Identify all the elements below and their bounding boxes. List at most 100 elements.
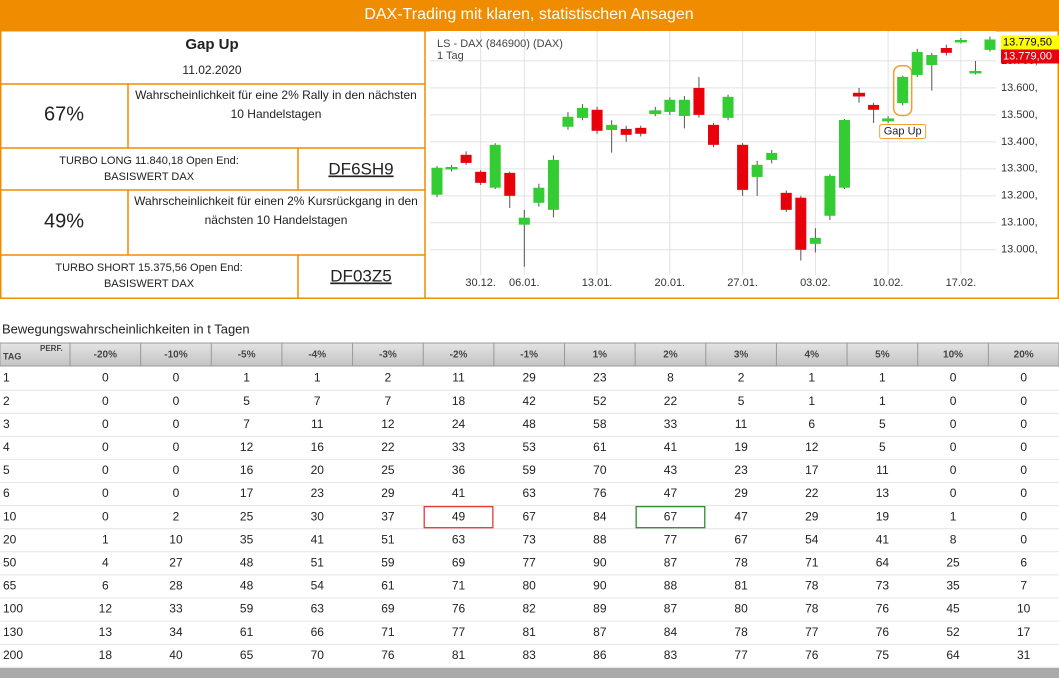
cell: 5 — [243, 394, 250, 408]
cell: 11 — [876, 463, 889, 477]
cell: 1 — [243, 371, 250, 385]
cell: 5 — [879, 417, 886, 431]
cell-highlight — [635, 505, 706, 529]
cell: 0 — [1020, 394, 1027, 408]
cell: 7 — [1020, 579, 1027, 593]
cell: 71 — [805, 556, 819, 570]
candle-body — [824, 175, 836, 216]
cell: 8 — [950, 532, 957, 546]
cell: 13 — [99, 625, 113, 639]
cell: 67 — [664, 509, 678, 523]
cell: 69 — [452, 556, 466, 570]
chart: 13.000, 13.100, 13.200, 13.300, 13.400, 13.50… — [430, 31, 1059, 297]
cell: 28 — [169, 579, 183, 593]
cell: 63 — [522, 486, 536, 500]
cell: 16 — [240, 463, 254, 477]
candle-body — [649, 110, 662, 115]
candle-body — [460, 154, 472, 163]
column-label: -2% — [450, 350, 468, 361]
cell: 25 — [946, 556, 960, 570]
cell: 41 — [452, 486, 466, 500]
cell: 23 — [593, 371, 607, 385]
cell: 6 — [102, 579, 109, 593]
column-label: 2% — [663, 350, 678, 361]
cell: 0 — [173, 371, 180, 385]
long-code[interactable]: DF6SH9 — [328, 159, 393, 178]
table: -20% -10% -5% -4% -3% -2% -1% 1% 2% 3% 4% 5% 10% 20% 1… — [0, 343, 1059, 668]
cell: 10 — [169, 532, 183, 546]
cell: 22 — [381, 440, 395, 454]
column-label: -4% — [308, 350, 326, 361]
cell: 0 — [950, 417, 957, 431]
column-label: -20% — [94, 350, 117, 361]
column-label: 10% — [943, 350, 963, 361]
table-header — [0, 342, 1059, 367]
column-label: 20% — [1014, 350, 1034, 361]
candle-body — [533, 187, 545, 203]
y-tick-label: 13.300, — [1001, 163, 1038, 175]
candle-body — [708, 124, 719, 145]
cell: 84 — [593, 509, 607, 523]
signal-date: 11.02.2020 — [182, 63, 241, 77]
row-label: 100 — [3, 602, 23, 616]
column-label: -1% — [520, 350, 538, 361]
cell: 84 — [664, 625, 678, 639]
cell: 48 — [240, 556, 254, 570]
cell: 63 — [452, 532, 466, 546]
candle-body — [518, 217, 530, 225]
cell: 76 — [876, 602, 890, 616]
price-label: 13.779,50 — [1003, 36, 1052, 48]
cell: 0 — [102, 394, 109, 408]
column-label: 5% — [875, 350, 890, 361]
cell: 59 — [240, 602, 254, 616]
long-probability: 67% — [44, 103, 84, 125]
row-label: 50 — [3, 556, 17, 570]
row-label: 4 — [3, 440, 10, 454]
cell: 77 — [452, 625, 466, 639]
cell: 29 — [734, 486, 748, 500]
candle-body — [635, 127, 647, 134]
cell: 73 — [522, 532, 536, 546]
cell: 54 — [805, 532, 819, 546]
cell: 73 — [876, 579, 890, 593]
candle-body — [809, 237, 821, 244]
cell: 0 — [102, 371, 109, 385]
candle-body — [984, 39, 996, 50]
candle-body — [577, 107, 589, 118]
cell: 25 — [381, 463, 395, 477]
cell: 0 — [950, 463, 957, 477]
column-label: -10% — [164, 350, 187, 361]
cell: 0 — [1020, 417, 1027, 431]
cell: 33 — [664, 417, 678, 431]
cell: 12 — [99, 602, 113, 616]
cell: 90 — [593, 556, 607, 570]
cell: 19 — [876, 509, 890, 523]
cell: 20 — [311, 463, 325, 477]
short-code[interactable]: DF03Z5 — [330, 266, 391, 285]
cell: 0 — [173, 440, 180, 454]
cell: 75 — [876, 648, 890, 662]
column-label: -3% — [379, 350, 397, 361]
cell: 0 — [102, 440, 109, 454]
cell: 70 — [593, 463, 607, 477]
cell: 63 — [311, 602, 325, 616]
candle-body — [940, 47, 952, 53]
cell: 17 — [1017, 625, 1031, 639]
short-product: TURBO SHORT 15.375,56 Open End: — [55, 262, 242, 274]
chart-title: LS - DAX (846900) (DAX) — [437, 38, 563, 50]
cell: 30 — [311, 509, 325, 523]
cell: 67 — [734, 532, 748, 546]
cell: 45 — [946, 602, 960, 616]
cell: 11 — [311, 417, 324, 431]
cell: 49 — [452, 509, 466, 523]
cell: 0 — [173, 486, 180, 500]
cell: 51 — [381, 532, 395, 546]
chart-subtitle: 1 Tag — [437, 50, 464, 62]
price-label-box — [1001, 49, 1059, 64]
candle-body — [751, 164, 763, 177]
cell: 10 — [1017, 602, 1031, 616]
cell: 16 — [311, 440, 325, 454]
candle-body — [795, 197, 807, 250]
cell: 48 — [522, 417, 536, 431]
